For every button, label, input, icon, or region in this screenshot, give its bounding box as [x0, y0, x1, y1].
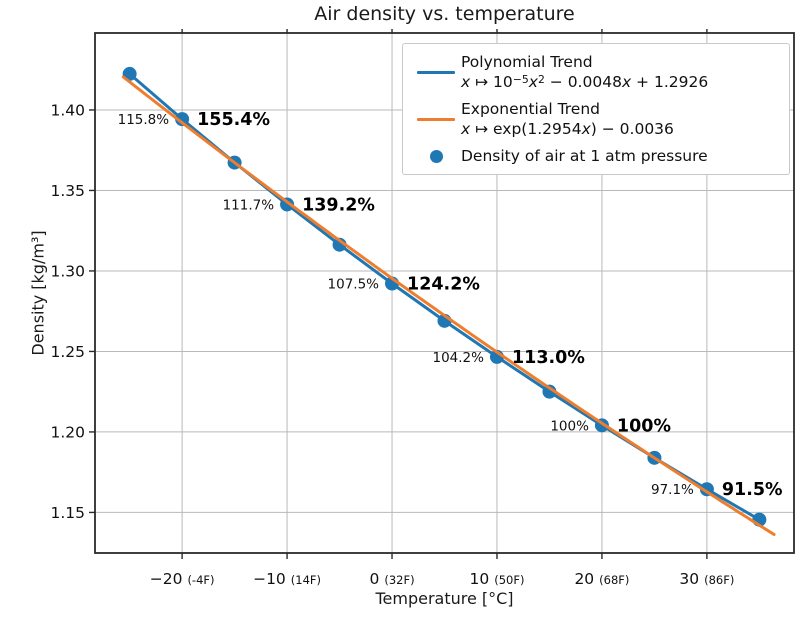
y-tick-label: 1.20 [50, 423, 85, 441]
legend-polynomial-formula: x ↦ 10−5x2 − 0.0048x + 1.2926 [461, 72, 709, 92]
annotation-bold-ratio: 100% [617, 416, 671, 436]
legend-item-density-points: Density of air at 1 atm pressure [411, 146, 779, 166]
legend-item-polynomial: Polynomial Trend x ↦ 10−5x2 − 0.0048x + … [411, 52, 779, 93]
annotation-density-ratio: 107.5% [328, 277, 380, 293]
polynomial-line-swatch-icon [411, 70, 461, 74]
annotation-bold-ratio: 113.0% [512, 348, 585, 368]
annotation-density-ratio: 100% [550, 418, 589, 434]
x-tick-label: 10 (50F) [469, 570, 524, 588]
x-axis-label: Temperature [°C] [375, 589, 514, 608]
exponential-line-swatch-icon [411, 117, 461, 121]
annotation-bold-ratio: 139.2% [302, 195, 375, 215]
legend-density-name: Density of air at 1 atm pressure [461, 146, 708, 165]
legend-polynomial-name: Polynomial Trend [461, 53, 593, 71]
x-tick-label: −20 (-4F) [150, 570, 215, 588]
exponential-trend-line [121, 75, 776, 536]
x-tick-label: 0 (32F) [369, 570, 414, 588]
y-axis-label: Density [kg/m³] [28, 230, 48, 356]
y-tick-label: 1.30 [50, 262, 85, 280]
density-dot-swatch-icon [411, 149, 461, 163]
annotation-bold-ratio: 155.4% [197, 110, 270, 130]
x-tick-label: −10 (14F) [253, 570, 321, 588]
annotation-density-ratio: 97.1% [651, 482, 694, 498]
y-tick-label: 1.40 [50, 101, 85, 119]
annotation-bold-ratio: 124.2% [407, 275, 480, 295]
plot-border [94, 32, 795, 554]
x-tick-label: 20 (68F) [574, 570, 629, 588]
annotation-density-ratio: 111.7% [223, 197, 275, 213]
x-tick-label: 30 (86F) [679, 570, 734, 588]
legend-exponential-formula: x ↦ exp(1.2954x) − 0.0036 [461, 120, 674, 139]
legend-item-exponential: Exponential Trend x ↦ exp(1.2954x) − 0.0… [411, 99, 779, 140]
chart-title: Air density vs. temperature [314, 3, 575, 25]
annotation-density-ratio: 104.2% [432, 350, 484, 366]
legend: Polynomial Trend x ↦ 10−5x2 − 0.0048x + … [402, 43, 790, 176]
annotation-bold-ratio: 91.5% [722, 480, 783, 500]
y-tick-label: 1.15 [50, 504, 85, 522]
y-tick-label: 1.25 [50, 343, 85, 361]
legend-exponential-name: Exponential Trend [461, 99, 601, 118]
y-tick-label: 1.35 [50, 182, 85, 200]
annotation-density-ratio: 115.8% [118, 112, 170, 128]
